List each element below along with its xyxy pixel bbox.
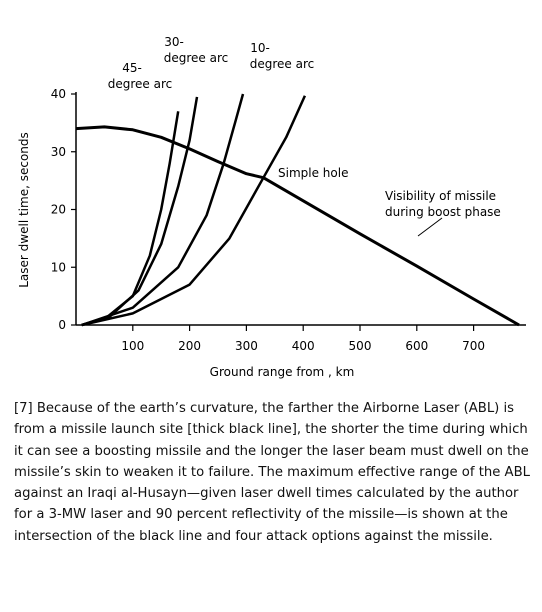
- series-label: Visibility of missile during boost phase: [385, 189, 501, 219]
- x-tick-label: 500: [349, 339, 372, 353]
- y-tick-label: 0: [58, 318, 66, 332]
- x-axis-title: Ground range from , km: [210, 365, 355, 379]
- series-line: [75, 125, 520, 327]
- leader-line: [417, 217, 443, 237]
- series-line: [81, 93, 245, 327]
- y-tick-label: 40: [51, 87, 66, 101]
- chart: Laser dwell time, seconds Ground range f…: [17, 35, 526, 379]
- series-label: Simple hole: [278, 166, 348, 180]
- x-tick-label: 100: [121, 339, 144, 353]
- x-tick-label: 300: [235, 339, 258, 353]
- y-tick-label: 10: [51, 260, 66, 274]
- x-tick-label: 600: [405, 339, 428, 353]
- y-tick-label: 20: [51, 203, 66, 217]
- x-tick-label: 200: [178, 339, 201, 353]
- caption: [7] Because of the earth’s curvature, th…: [14, 401, 530, 544]
- x-tick-label: 400: [292, 339, 315, 353]
- y-tick-label: 30: [51, 145, 66, 159]
- x-tick-label: 700: [462, 339, 485, 353]
- series-label: 45-degree arc: [108, 61, 173, 91]
- series-label: 30-degree arc: [164, 35, 229, 65]
- y-axis-title: Laser dwell time, seconds: [17, 132, 31, 288]
- series-line: [81, 111, 180, 327]
- series-label: 10-degree arc: [250, 41, 315, 71]
- series-line: [81, 95, 307, 327]
